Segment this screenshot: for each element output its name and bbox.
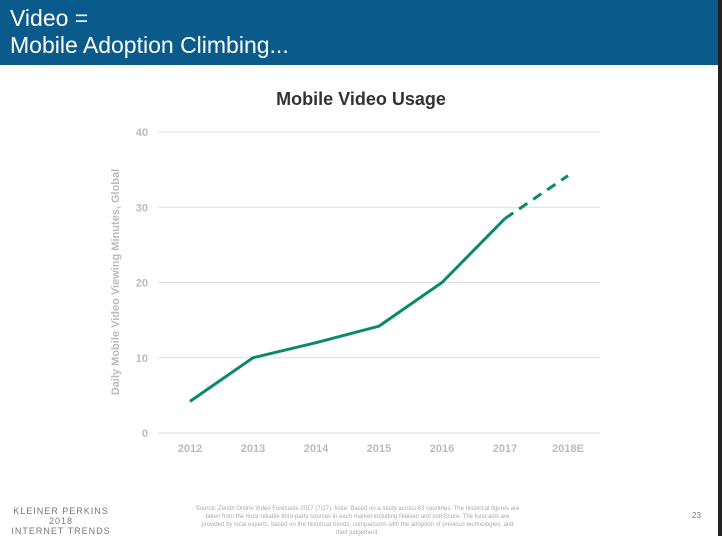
kleiner-perkins-logo: KLEINER PERKINS 2018 INTERNET TRENDS — [6, 506, 116, 536]
y-tick-label: 10 — [136, 353, 148, 365]
source-note: Source: Zenith Online Video Forecasts 20… — [195, 506, 520, 536]
y-tick-label: 30 — [136, 202, 148, 214]
page-number: 23 — [692, 511, 701, 520]
logo-line: 2018 — [48, 516, 74, 526]
x-tick-label: 2017 — [493, 443, 517, 455]
x-tick-label: 2015 — [367, 443, 391, 455]
logo-line: INTERNET TRENDS — [11, 526, 111, 536]
slide-title: Video = Mobile Adoption Climbing... — [10, 5, 289, 58]
chart-title: Mobile Video Usage — [276, 89, 446, 109]
y-tick-label: 20 — [136, 278, 148, 290]
slide-header: Video = Mobile Adoption Climbing... — [0, 0, 718, 65]
y-tick-label: 0 — [142, 428, 148, 440]
logo-line: KLEINER PERKINS — [13, 506, 109, 516]
data-line-actual — [189, 217, 507, 403]
window-edge — [718, 0, 722, 536]
x-tick-label: 2013 — [241, 443, 265, 455]
x-tick-label: 2018E — [552, 443, 584, 455]
x-tick-label: 2012 — [178, 443, 202, 455]
x-tick-label: 2016 — [430, 443, 454, 455]
data-line-estimate — [504, 174, 569, 220]
x-tick-label: 2014 — [304, 443, 329, 455]
y-axis-label: Daily Mobile Video Viewing Minutes, Glob… — [110, 169, 122, 395]
y-tick-label: 40 — [136, 127, 148, 139]
